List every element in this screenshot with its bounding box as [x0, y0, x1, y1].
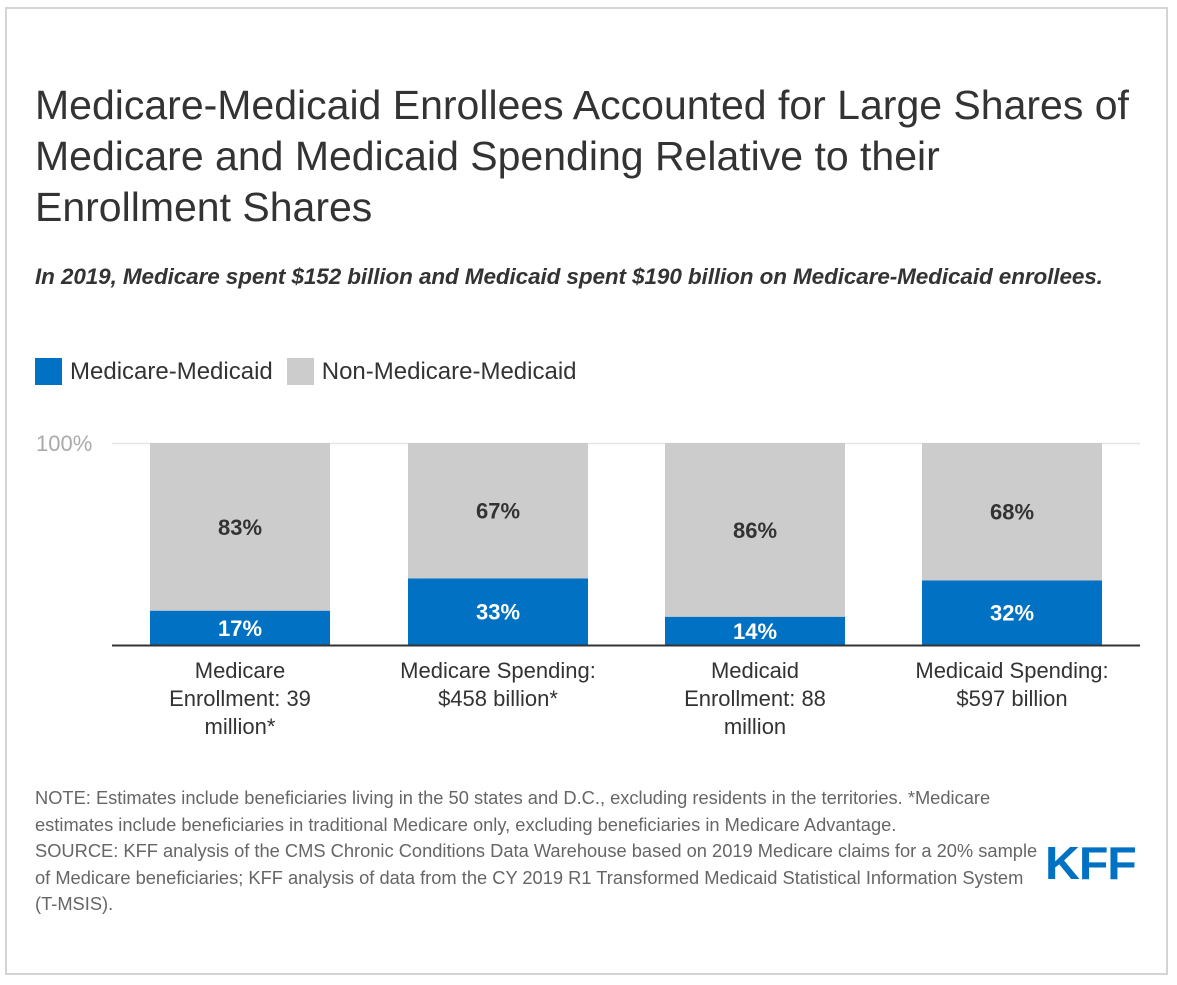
legend-item-medicare-medicaid[interactable]: Medicare-Medicaid: [35, 358, 273, 385]
kff-logo: KFF: [1045, 837, 1137, 889]
bar-segment-medicare-medicaid[interactable]: [922, 580, 1102, 645]
x-tick-label: Medicaid Spending: $597 billion: [892, 657, 1132, 713]
legend: Medicare-Medicaid Non-Medicare-Medicaid: [35, 358, 591, 385]
chart-subtitle: In 2019, Medicare spent $152 billion and…: [35, 264, 1103, 289]
note-text: NOTE: Estimates include beneficiaries li…: [35, 787, 991, 835]
data-label-non-medicare-medicaid: 86%: [733, 518, 777, 543]
data-label-medicare-medicaid: 17%: [218, 616, 262, 641]
bar-segment-medicare-medicaid[interactable]: [408, 578, 588, 645]
x-tick-label-line: million*: [204, 714, 276, 739]
chart-title: Medicare-Medicaid Enrollees Accounted fo…: [35, 82, 1129, 230]
x-tick-label: Medicare Spending: $458 billion*: [378, 657, 618, 713]
legend-label: Medicare-Medicaid: [70, 358, 273, 385]
data-label-non-medicare-medicaid: 68%: [990, 500, 1034, 525]
source-text: SOURCE: KFF analysis of the CMS Chronic …: [35, 840, 1038, 914]
data-label-non-medicare-medicaid: 83%: [218, 515, 262, 540]
bar-segment-non-medicare-medicaid[interactable]: [150, 443, 330, 611]
bar-segment-non-medicare-medicaid[interactable]: [665, 443, 845, 617]
x-tick-label: Medicare Enrollment: 39 million*: [120, 657, 360, 741]
legend-swatch-medicare-medicaid: [35, 358, 62, 385]
data-label-medicare-medicaid: 32%: [990, 601, 1034, 626]
legend-label: Non-Medicare-Medicaid: [321, 358, 577, 385]
data-label-medicare-medicaid: 33%: [476, 600, 520, 625]
x-tick-label-line: $597 billion: [956, 686, 1068, 711]
x-tick-label: Medicaid Enrollment: 88 million: [635, 657, 875, 741]
x-tick-label-line: Medicare Spending:: [400, 658, 596, 683]
data-label-non-medicare-medicaid: 67%: [476, 499, 520, 524]
x-tick-label-line: Medicaid: [710, 658, 800, 683]
x-tick-label-line: Medicare: [194, 658, 286, 683]
bar-segment-medicare-medicaid[interactable]: [665, 616, 845, 645]
legend-swatch-non-medicare-medicaid: [286, 358, 314, 385]
x-tick-label-line: Medicaid Spending:: [915, 658, 1109, 683]
legend-item-non-medicare-medicaid[interactable]: Non-Medicare-Medicaid: [286, 358, 577, 385]
x-tick-label-line: Enrollment: 39: [169, 686, 311, 711]
bar-segment-non-medicare-medicaid[interactable]: [408, 443, 588, 579]
notes-block: NOTE: Estimates include beneficiaries li…: [35, 785, 1045, 918]
bars-group: 17% 83% 33% 67% 14% 86% 32% 68%: [150, 443, 1102, 645]
bar-segment-medicare-medicaid[interactable]: [150, 610, 330, 645]
x-tick-label-line: million: [723, 714, 787, 739]
y-tick-label: 100%: [36, 431, 93, 456]
data-label-medicare-medicaid: 14%: [733, 619, 777, 644]
x-tick-label-line: $458 billion*: [438, 686, 558, 711]
x-tick-label-line: Enrollment: 88: [684, 686, 826, 711]
bar-segment-non-medicare-medicaid[interactable]: [922, 443, 1102, 581]
